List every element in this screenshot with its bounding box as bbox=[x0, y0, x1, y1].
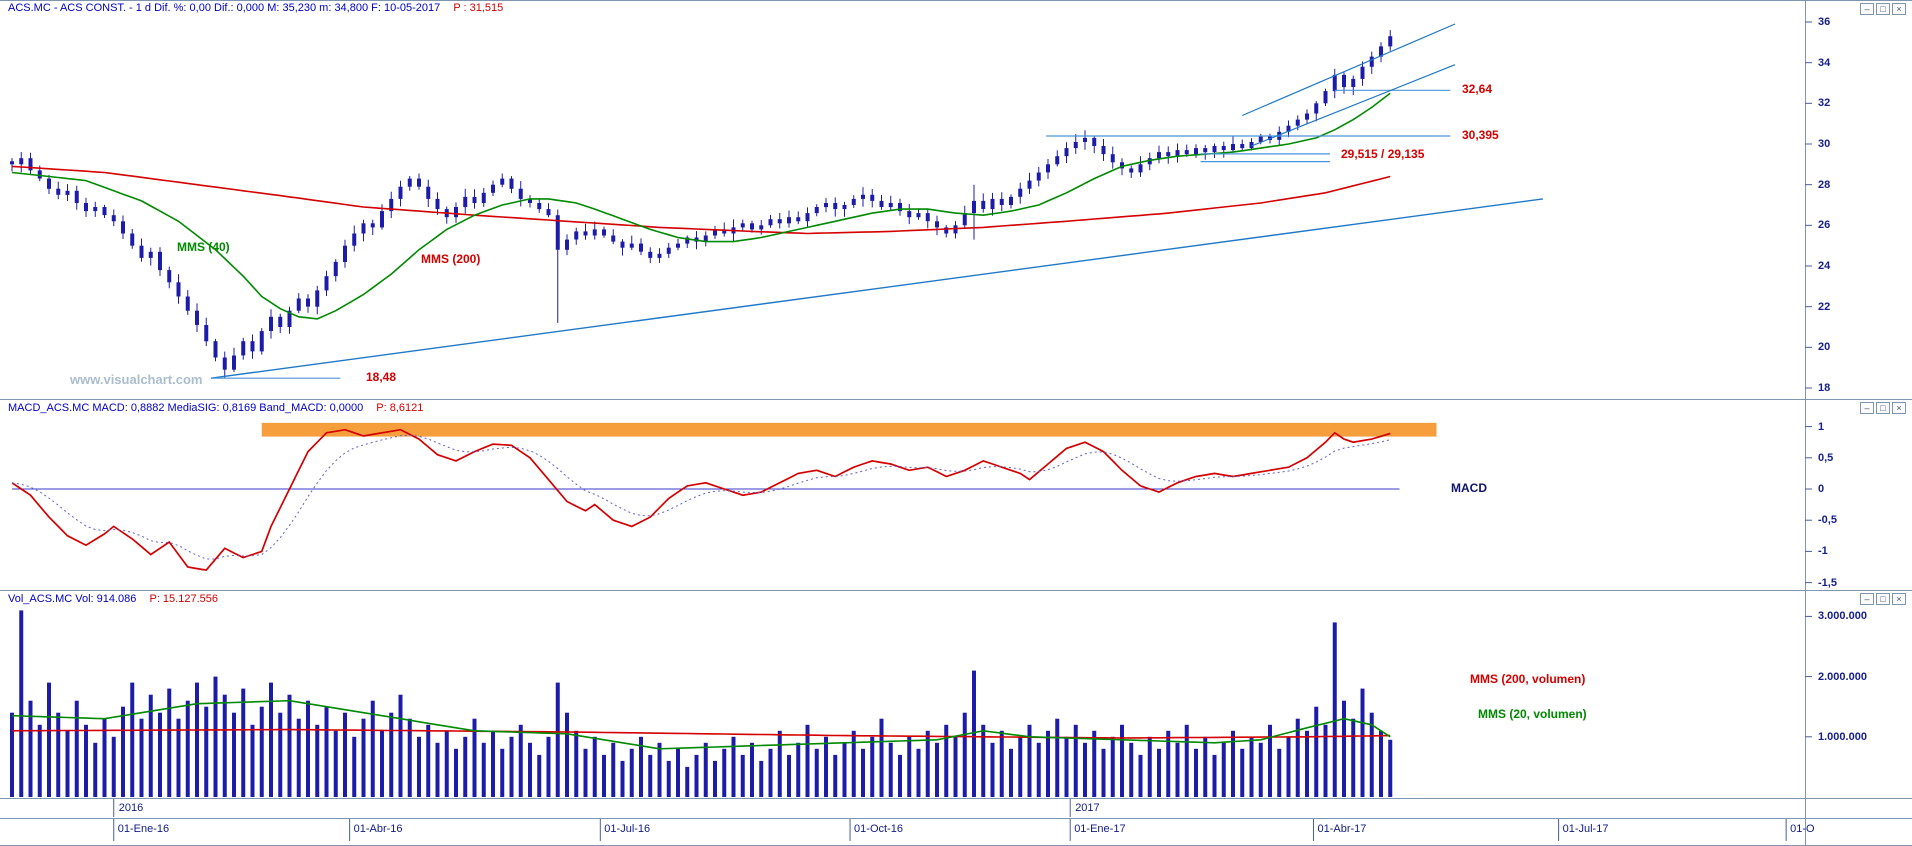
macd-band bbox=[261, 422, 1437, 437]
channel-upper-line bbox=[1242, 23, 1456, 117]
mms-200-line bbox=[11, 165, 1391, 235]
annotation-30-395: 30,395 bbox=[1462, 128, 1499, 142]
candles bbox=[10, 30, 1393, 379]
mms200-label: MMS (200) bbox=[421, 252, 481, 266]
macd-panel-title: MACD_ACS.MC MACD: 0,8882 MediaSIG: 0,816… bbox=[8, 402, 423, 414]
volume-mms-200-line bbox=[11, 728, 1391, 739]
channel-lower-line bbox=[1251, 64, 1456, 147]
annotation-18-48: 18,48 bbox=[366, 370, 397, 384]
price-panel-window-controls: – □ × bbox=[1860, 3, 1906, 15]
volume-bars bbox=[10, 610, 1393, 797]
long-term-trendline bbox=[210, 198, 1543, 379]
volume-mms20-label: MMS (20, volumen) bbox=[1478, 707, 1587, 721]
close-button[interactable]: × bbox=[1892, 402, 1906, 414]
volume-panel-window-controls: – □ × bbox=[1860, 593, 1906, 605]
price-panel-title: ACS.MC - ACS CONST. - 1 d Dif. %: 0,00 D… bbox=[8, 2, 503, 14]
macd-title-cursor-value: P: 8,6121 bbox=[376, 402, 424, 414]
mms-40-line bbox=[11, 92, 1391, 320]
macd-y-axis[interactable] bbox=[1805, 415, 1912, 590]
volume-chart-area[interactable] bbox=[0, 606, 1805, 798]
price-title-text: ACS.MC - ACS CONST. - 1 d Dif. %: 0,00 D… bbox=[8, 2, 441, 14]
minimize-button[interactable]: – bbox=[1860, 593, 1874, 605]
annotation-32-64: 32,64 bbox=[1462, 82, 1493, 96]
price-title-cursor-price: P : 31,515 bbox=[453, 2, 504, 14]
macd-line bbox=[11, 428, 1391, 572]
maximize-button[interactable]: □ bbox=[1876, 402, 1890, 414]
price-chart-area[interactable] bbox=[0, 16, 1805, 399]
volume-mms-20-line bbox=[11, 699, 1391, 750]
maximize-button[interactable]: □ bbox=[1876, 593, 1890, 605]
maximize-button[interactable]: □ bbox=[1876, 3, 1890, 15]
minimize-button[interactable]: – bbox=[1860, 402, 1874, 414]
close-button[interactable]: × bbox=[1892, 593, 1906, 605]
volume-y-axis[interactable] bbox=[1805, 606, 1912, 798]
macd-panel-window-controls: – □ × bbox=[1860, 402, 1906, 414]
minimize-button[interactable]: – bbox=[1860, 3, 1874, 15]
volume-mms200-label: MMS (200, volumen) bbox=[1470, 672, 1586, 686]
macd-title-text: MACD_ACS.MC MACD: 0,8882 MediaSIG: 0,816… bbox=[8, 402, 364, 414]
watermark: www.visualchart.com bbox=[70, 372, 203, 387]
macd-chart-area[interactable] bbox=[0, 415, 1805, 590]
macd-label: MACD bbox=[1451, 481, 1487, 495]
mms40-label: MMS (40) bbox=[177, 240, 230, 254]
time-axis[interactable] bbox=[0, 798, 1912, 846]
volume-title-text: Vol_ACS.MC Vol: 914.086 bbox=[8, 593, 137, 605]
volume-panel-title: Vol_ACS.MC Vol: 914.086 P: 15.127.556 bbox=[8, 593, 218, 605]
annotation-29-515-29-135: 29,515 / 29,135 bbox=[1341, 147, 1425, 161]
close-button[interactable]: × bbox=[1892, 3, 1906, 15]
volume-title-cursor-value: P: 15.127.556 bbox=[149, 593, 218, 605]
price-y-axis[interactable] bbox=[1805, 16, 1912, 399]
